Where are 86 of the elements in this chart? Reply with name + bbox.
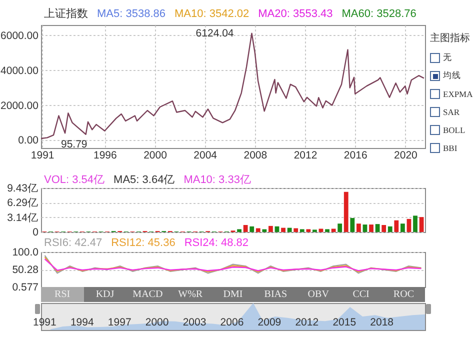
bar — [306, 229, 311, 232]
text: CCI — [352, 288, 370, 302]
x-tick-label: 1996 — [93, 150, 117, 162]
x-tick-label: 2012 — [294, 150, 318, 162]
text: BOLL — [443, 125, 466, 135]
text: KDJ — [94, 288, 116, 302]
y-tick-label: 0 — [32, 226, 39, 238]
bar — [243, 225, 248, 232]
x-tick-label: 2009 — [258, 316, 282, 328]
text: MA10: 3.33亿 — [184, 174, 251, 186]
series-label: RSI24: 48.82 — [184, 237, 249, 249]
bar — [256, 228, 260, 232]
annotation: 6124.04 — [196, 27, 234, 40]
text: MA10: 3542.02 — [174, 8, 250, 20]
x-tick-label: 2004 — [194, 150, 218, 162]
x-tick-label: 2008 — [244, 150, 268, 162]
text: ROC — [392, 288, 415, 302]
x-tick-label: 1994 — [70, 316, 94, 328]
y-tick-label: 6.29亿 — [7, 197, 38, 210]
y-tick-label: 6000.00 — [0, 30, 39, 42]
text: BBI — [443, 143, 458, 153]
y-tick-label: 0.577 — [12, 282, 39, 294]
chart-title: 上证指数 — [44, 8, 88, 20]
x-tick-label: 2003 — [182, 316, 206, 328]
text: MACD — [132, 288, 164, 302]
y-tick-label: 0.00 — [18, 134, 39, 147]
bar — [382, 225, 386, 232]
text: MA60: 3528.76 — [342, 8, 416, 20]
bar — [394, 220, 399, 232]
bar — [294, 228, 298, 232]
y-tick-label: 50.28 — [12, 264, 39, 276]
bar — [281, 228, 286, 232]
bar — [413, 216, 418, 232]
x-tick-label: 2020 — [394, 150, 418, 162]
y-tick-label: 4000.00 — [0, 64, 39, 77]
x-tick-label: 1991 — [30, 150, 54, 162]
bar — [262, 229, 267, 232]
bar — [300, 229, 304, 232]
text: MA5: 3.64亿 — [114, 174, 175, 186]
bar — [362, 224, 368, 232]
x-tick-label: 2000 — [144, 150, 168, 162]
annotation: 95.79 — [61, 138, 88, 150]
text: W%R — [177, 288, 204, 302]
text: BIAS — [263, 288, 288, 302]
bar — [369, 224, 374, 232]
bar — [318, 228, 324, 232]
bar — [344, 192, 348, 232]
bar — [388, 226, 392, 232]
bar — [325, 229, 330, 232]
bar — [356, 224, 361, 232]
text: 无 — [443, 52, 452, 64]
text: VOL: 3.54亿 — [44, 174, 105, 186]
bar — [268, 226, 273, 232]
text: MA5: 3538.86 — [97, 8, 166, 20]
bar — [375, 224, 380, 232]
x-tick-label: 1997 — [108, 316, 132, 328]
bar — [287, 228, 292, 232]
bar — [338, 224, 342, 232]
text: 均线 — [443, 70, 461, 82]
x-tick-label: 2012 — [295, 316, 319, 328]
text: RSI — [41, 287, 84, 302]
text: OBV — [306, 288, 330, 302]
text: MA20: 3553.43 — [258, 8, 333, 20]
bar — [250, 226, 254, 232]
x-tick-label: 1991 — [32, 316, 56, 328]
bar — [406, 218, 412, 232]
text: EXPMA — [443, 89, 473, 99]
bar — [237, 229, 242, 232]
bar — [350, 218, 355, 232]
x-tick-label: 2018 — [370, 316, 394, 328]
bar — [331, 228, 336, 232]
bar — [400, 224, 405, 232]
series-label: RSI6: 42.47 — [44, 237, 102, 249]
x-tick-label: 2016 — [344, 150, 368, 162]
bar — [419, 217, 424, 232]
series-label: RSI12: 45.36 — [111, 237, 176, 249]
y-tick-label: 100.0 — [12, 246, 39, 258]
y-tick-label: 2000.00 — [0, 100, 39, 112]
x-tick-label: 2000 — [145, 316, 169, 328]
text: 主图指标 — [430, 32, 471, 45]
text: DMI — [222, 288, 244, 302]
y-tick-label: 3.14亿 — [7, 212, 38, 224]
y-tick-label: 9.43亿 — [7, 182, 38, 194]
text: SAR — [443, 107, 460, 117]
x-tick-label: 2015 — [332, 316, 356, 328]
x-tick-label: 2006 — [220, 316, 244, 328]
